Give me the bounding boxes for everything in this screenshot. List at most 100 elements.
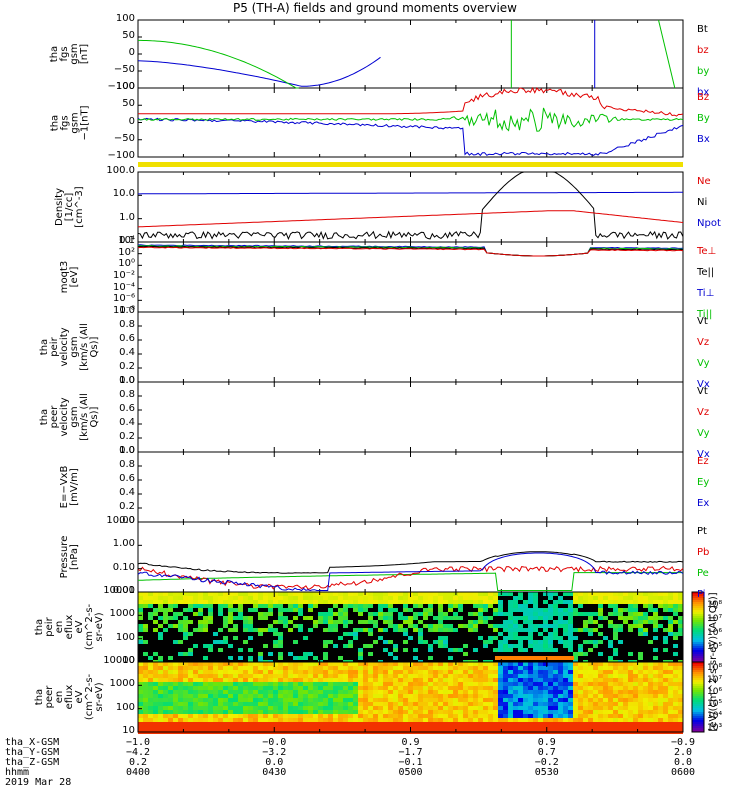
ion-spectrogram-cell xyxy=(488,644,493,648)
ion-spectrogram-cell xyxy=(318,652,323,656)
electron-spectrogram-cell xyxy=(568,726,573,730)
electron-spectrogram-cell xyxy=(643,722,648,726)
ion-spectrogram-cell xyxy=(503,636,508,640)
ion-spectrogram-cell xyxy=(228,596,233,600)
ion-spectrogram-cell xyxy=(623,596,628,600)
ephemeris-value: 2.0 xyxy=(673,747,693,758)
electron-spectrogram-cell xyxy=(658,690,663,694)
ion-spectrogram-cell xyxy=(463,636,468,640)
electron-spectrogram-cell xyxy=(488,706,493,710)
electron-spectrogram-cell xyxy=(348,710,353,714)
ion-spectrogram-cell xyxy=(183,592,188,596)
electron-spectrogram-cell xyxy=(513,690,518,694)
ion-spectrogram-cell xyxy=(233,656,238,660)
ion-spectrogram-cell xyxy=(378,620,383,624)
y-tick-label: 100 xyxy=(115,81,135,92)
y-axis-title: tha peer en eflux eV (cm^2-s-sr-eV) xyxy=(34,662,105,732)
electron-spectrogram-cell xyxy=(148,718,153,722)
electron-spectrogram-cell xyxy=(323,702,328,706)
electron-spectrogram-cell xyxy=(518,686,523,690)
electron-spectrogram-cell xyxy=(248,682,253,686)
electron-spectrogram-cell xyxy=(138,674,143,678)
ion-spectrogram-cell xyxy=(448,628,453,632)
electron-spectrogram-cell xyxy=(253,670,258,674)
electron-spectrogram-cell xyxy=(578,714,583,718)
electron-spectrogram-cell xyxy=(188,678,193,682)
ion-spectrogram-cell xyxy=(658,636,663,640)
ion-spectrogram-cell xyxy=(383,600,388,604)
ion-spectrogram-cell xyxy=(613,596,618,600)
electron-spectrogram-cell xyxy=(328,722,333,726)
ion-spectrogram-cell xyxy=(393,596,398,600)
ion-spectrogram-cell xyxy=(588,608,593,612)
electron-spectrogram-cell xyxy=(168,686,173,690)
ion-spectrogram-cell xyxy=(428,632,433,636)
electron-spectrogram-cell xyxy=(418,678,423,682)
ion-spectrogram-cell xyxy=(558,604,563,608)
ion-spectrogram-cell xyxy=(603,644,608,648)
electron-spectrogram-cell xyxy=(638,670,643,674)
electron-colorbar-segment xyxy=(692,682,704,685)
ion-spectrogram-cell xyxy=(168,600,173,604)
legend-entry: Vy xyxy=(697,358,710,369)
ion-spectrogram-cell xyxy=(323,640,328,644)
ion-spectrogram-cell xyxy=(648,632,653,636)
legend-entry: Pb xyxy=(697,547,710,558)
electron-spectrogram-cell xyxy=(573,690,578,694)
electron-spectrogram-cell xyxy=(443,666,448,670)
ion-spectrogram-cell xyxy=(358,596,363,600)
electron-spectrogram-cell xyxy=(308,674,313,678)
colorbar-label: [eV/(cm^2-s-sr-eV) (All Qs)] xyxy=(708,592,719,732)
ion-spectrogram-cell xyxy=(648,592,653,596)
electron-spectrogram-cell xyxy=(438,682,443,686)
legend-entry: By xyxy=(697,113,710,124)
electron-spectrogram-cell xyxy=(423,662,428,666)
ion-spectrogram-cell xyxy=(248,620,253,624)
electron-spectrogram-cell xyxy=(478,718,483,722)
electron-spectrogram-cell xyxy=(533,702,538,706)
electron-spectrogram-cell xyxy=(508,682,513,686)
ion-spectrogram-cell xyxy=(663,656,668,660)
ion-spectrogram-cell xyxy=(563,636,568,640)
ion-spectrogram-cell xyxy=(253,640,258,644)
electron-spectrogram-cell xyxy=(233,698,238,702)
ion-spectrogram-cell xyxy=(573,656,578,660)
ion-spectrogram-cell xyxy=(598,640,603,644)
electron-spectrogram-cell xyxy=(433,698,438,702)
ion-spectrogram-cell xyxy=(168,632,173,636)
ion-spectrogram-cell xyxy=(443,632,448,636)
electron-colorbar-segment xyxy=(692,696,704,699)
ion-spectrogram-cell xyxy=(153,648,158,652)
ion-spectrogram-cell xyxy=(533,604,538,608)
electron-spectrogram-cell xyxy=(313,674,318,678)
electron-spectrogram-cell xyxy=(238,682,243,686)
electron-spectrogram-cell xyxy=(613,690,618,694)
ion-spectrogram-cell xyxy=(483,620,488,624)
ion-spectrogram-cell xyxy=(608,640,613,644)
ion-spectrogram-cell xyxy=(393,600,398,604)
electron-spectrogram-cell xyxy=(648,682,653,686)
ion-spectrogram-cell xyxy=(553,652,558,656)
ion-spectrogram-cell xyxy=(163,644,168,648)
ion-spectrogram-cell xyxy=(373,640,378,644)
electron-spectrogram-cell xyxy=(178,678,183,682)
ion-spectrogram-cell xyxy=(558,616,563,620)
electron-spectrogram-cell xyxy=(243,662,248,666)
legend-entry: Ne xyxy=(697,176,711,187)
ion-spectrogram-cell xyxy=(538,640,543,644)
ion-spectrogram-cell xyxy=(298,616,303,620)
ion-spectrogram-cell xyxy=(278,608,283,612)
electron-spectrogram-cell xyxy=(368,718,373,722)
ion-spectrogram-cell xyxy=(468,596,473,600)
ion-spectrogram-cell xyxy=(163,604,168,608)
ion-spectrogram-cell xyxy=(523,648,528,652)
electron-spectrogram-cell xyxy=(403,690,408,694)
electron-spectrogram-cell xyxy=(493,714,498,718)
ion-spectrogram-cell xyxy=(373,656,378,660)
electron-spectrogram-cell xyxy=(408,694,413,698)
electron-spectrogram-cell xyxy=(198,682,203,686)
Bz-trace xyxy=(138,86,684,117)
ion-spectrogram-cell xyxy=(603,656,608,660)
ion-spectrogram-cell xyxy=(463,640,468,644)
electron-spectrogram-cell xyxy=(643,662,648,666)
